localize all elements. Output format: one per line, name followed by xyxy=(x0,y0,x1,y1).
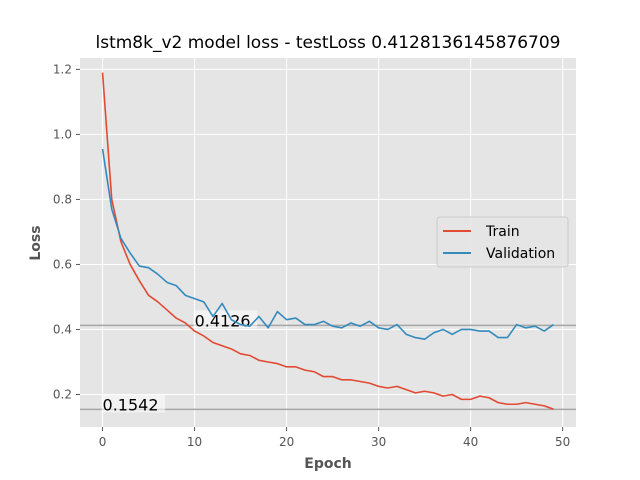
series-line-train xyxy=(101,72,554,410)
legend-box xyxy=(436,216,569,268)
legend-label: Validation xyxy=(486,246,555,262)
y-tick-label: 1.2 xyxy=(53,62,72,76)
y-tick-label: 0.2 xyxy=(53,387,72,401)
x-tick-label: 30 xyxy=(371,435,386,449)
y-tick-label: 0.4 xyxy=(53,322,72,336)
series-line-validation xyxy=(101,148,554,341)
grid xyxy=(80,58,576,427)
y-axis-label: Loss xyxy=(28,225,44,260)
reference-lines: 0.4126 0.1542 xyxy=(80,310,576,414)
chart-title: lstm8k_v2 model loss - testLoss 0.412813… xyxy=(96,33,561,53)
y-tick-label: 0.6 xyxy=(53,257,72,271)
x-axis-label: Epoch xyxy=(304,456,351,472)
x-axis: 0 10 20 30 40 50 xyxy=(99,427,570,449)
y-axis: 0.2 0.4 0.6 0.8 1.0 1.2 xyxy=(53,62,80,401)
series-lines xyxy=(101,72,554,410)
y-tick-label: 1.0 xyxy=(53,127,72,141)
legend-label: Train xyxy=(485,224,520,240)
x-tick-label: 40 xyxy=(463,435,478,449)
reference-label: 0.4126 xyxy=(195,311,251,330)
reference-label-bg xyxy=(193,310,258,329)
x-tick-label: 10 xyxy=(187,435,202,449)
reference-label: 0.1542 xyxy=(103,395,159,414)
reference-label-bg xyxy=(101,394,166,413)
x-tick-label: 20 xyxy=(279,435,294,449)
x-tick-label: 50 xyxy=(555,435,570,449)
x-tick-label: 0 xyxy=(99,435,107,449)
legend: Train Validation xyxy=(436,216,569,268)
y-tick-label: 0.8 xyxy=(53,192,72,206)
